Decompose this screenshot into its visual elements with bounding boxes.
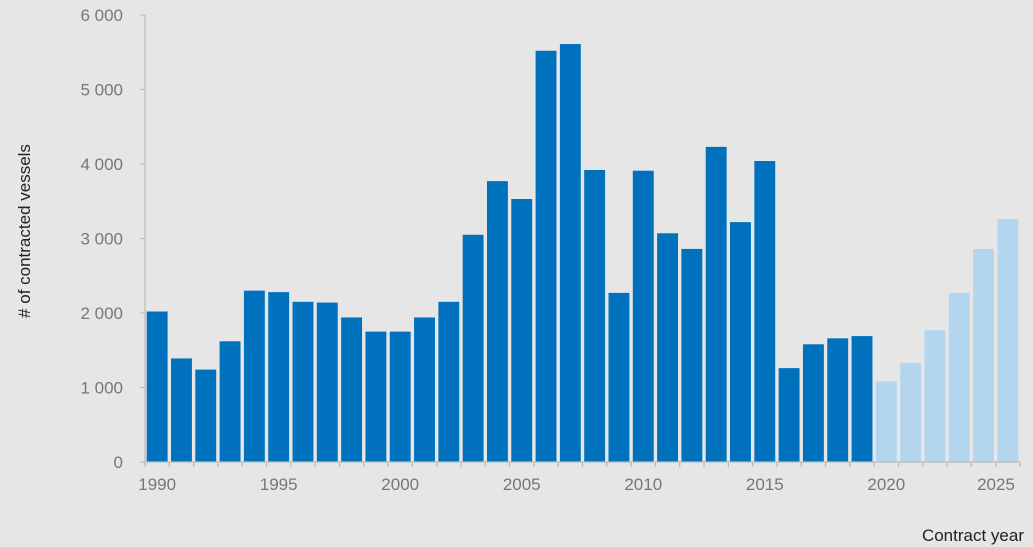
y-tick-label: 1 000	[80, 379, 123, 398]
y-tick-label: 6 000	[80, 6, 123, 25]
y-axis-title: # of contracted vessels	[15, 144, 34, 318]
forecast-bar-2025	[997, 219, 1019, 462]
forecast-bar-2024	[973, 248, 994, 462]
bar-2019	[851, 336, 873, 462]
bars-group	[146, 44, 1019, 463]
bar-2015	[754, 161, 776, 462]
bar-2016	[778, 368, 800, 462]
x-tick-label: 2020	[867, 475, 905, 494]
x-tick-label: 2015	[746, 475, 784, 494]
bar-1991	[171, 358, 192, 462]
bar-1994	[243, 290, 265, 462]
bar-2009	[608, 292, 630, 462]
y-tick-label: 4 000	[80, 155, 123, 174]
bar-1996	[292, 301, 314, 462]
x-tick-label: 1990	[138, 475, 176, 494]
bar-1993	[219, 341, 241, 462]
bar-2005	[511, 199, 533, 462]
bar-2006	[535, 50, 557, 462]
bar-2002	[438, 301, 460, 462]
bar-2001	[414, 317, 435, 462]
x-axis-title: Contract year	[922, 526, 1024, 545]
y-axis-ticks: 0 1 000 2 000 3 000 4 000 5 000 6 000	[80, 6, 145, 472]
bar-1995	[268, 292, 290, 462]
y-tick-label: 5 000	[80, 81, 123, 100]
bar-2010	[632, 170, 654, 462]
forecast-bar-2020	[875, 381, 897, 462]
x-tick-label: 1995	[260, 475, 298, 494]
bar-2000	[389, 331, 411, 463]
bar-1992	[195, 369, 217, 462]
y-tick-label: 2 000	[80, 304, 123, 323]
y-tick-label: 3 000	[80, 230, 123, 249]
x-tick-label: 2025	[977, 475, 1015, 494]
bar-1997	[316, 302, 338, 462]
bar-2014	[730, 222, 751, 462]
bar-1998	[341, 317, 363, 462]
bar-2017	[802, 344, 824, 462]
x-tick-label: 2000	[381, 475, 419, 494]
bar-2012	[681, 248, 703, 462]
bar-2007	[559, 44, 581, 463]
bar-2011	[657, 233, 679, 462]
forecast-bar-2023	[948, 292, 970, 462]
x-axis-ticks: 1990 1995 2000 2005 2010 2015 2020 2025	[138, 462, 1021, 494]
bar-1990	[146, 311, 168, 462]
forecast-bar-2021	[900, 362, 922, 462]
y-tick-label: 0	[114, 453, 123, 472]
bar-2008	[584, 169, 606, 462]
forecast-bar-2022	[924, 330, 946, 462]
bar-2003	[462, 234, 484, 462]
bar-2004	[486, 181, 508, 462]
x-tick-label: 2005	[503, 475, 541, 494]
x-tick-label: 2010	[624, 475, 662, 494]
bar-1999	[365, 331, 387, 463]
bar-2013	[705, 146, 727, 462]
bar-2018	[827, 338, 849, 462]
